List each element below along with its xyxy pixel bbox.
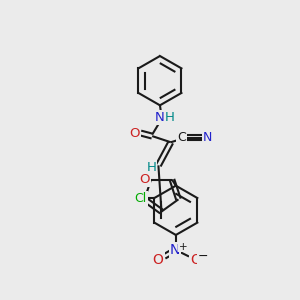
Text: C: C bbox=[177, 131, 186, 144]
Text: O: O bbox=[129, 127, 140, 140]
Text: Cl: Cl bbox=[134, 191, 146, 205]
Text: O: O bbox=[140, 173, 150, 186]
Text: H: H bbox=[146, 161, 156, 174]
Text: N: N bbox=[202, 131, 212, 144]
Text: −: − bbox=[198, 250, 208, 263]
Text: +: + bbox=[178, 242, 187, 251]
Text: O: O bbox=[190, 253, 201, 267]
Text: O: O bbox=[153, 253, 164, 267]
Text: N: N bbox=[170, 243, 180, 257]
Text: N: N bbox=[154, 111, 164, 124]
Text: H: H bbox=[165, 111, 175, 124]
